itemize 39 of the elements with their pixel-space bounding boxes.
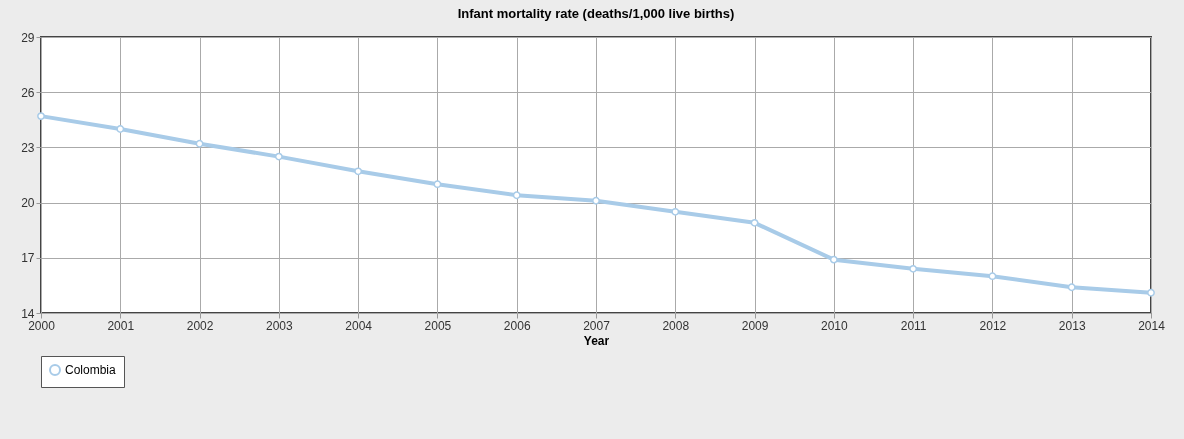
point xyxy=(433,180,442,189)
point xyxy=(195,139,204,148)
point xyxy=(1147,288,1155,297)
point xyxy=(274,152,283,161)
x-tick-label: 2012 xyxy=(979,318,1007,333)
point xyxy=(829,255,838,264)
y-tick-label: 14 xyxy=(21,306,35,321)
x-tick-label: 2008 xyxy=(662,318,690,333)
chart-title: Infant mortality rate (deaths/1,000 live births) xyxy=(457,6,735,21)
point xyxy=(750,218,759,227)
point xyxy=(909,264,918,273)
point xyxy=(592,196,600,205)
y-tick-label: 29 xyxy=(21,30,35,45)
x-tick-label: 2006 xyxy=(503,318,531,333)
y-tick-label: 26 xyxy=(21,85,35,100)
y-tick-label: 20 xyxy=(21,196,35,211)
point xyxy=(1067,283,1076,292)
x-tick-label: 2014 xyxy=(1138,318,1166,333)
point xyxy=(37,112,45,121)
point xyxy=(671,207,680,216)
x-axis-title: Year xyxy=(583,333,610,348)
x-tick-label: 2000 xyxy=(28,318,56,333)
x-tick-label: 2001 xyxy=(107,318,135,333)
point xyxy=(354,167,363,176)
x-tick-label: 2005 xyxy=(424,318,452,333)
point xyxy=(116,125,125,133)
legend-label: Colombia xyxy=(65,363,117,377)
x-tick-label: 2003 xyxy=(266,318,294,333)
x-tick-label: 2009 xyxy=(741,318,769,333)
point xyxy=(988,272,997,281)
x-tick-label: 2002 xyxy=(186,318,214,333)
y-tick-label: 17 xyxy=(21,251,35,266)
x-tick-label: 2011 xyxy=(900,318,927,333)
x-tick-label: 2013 xyxy=(1058,318,1086,333)
x-tick-label: 2004 xyxy=(345,318,373,333)
y-tick-label: 23 xyxy=(21,140,35,155)
x-tick-label: 2007 xyxy=(583,318,611,333)
point xyxy=(512,191,521,200)
x-tick-label: 2010 xyxy=(821,318,849,333)
